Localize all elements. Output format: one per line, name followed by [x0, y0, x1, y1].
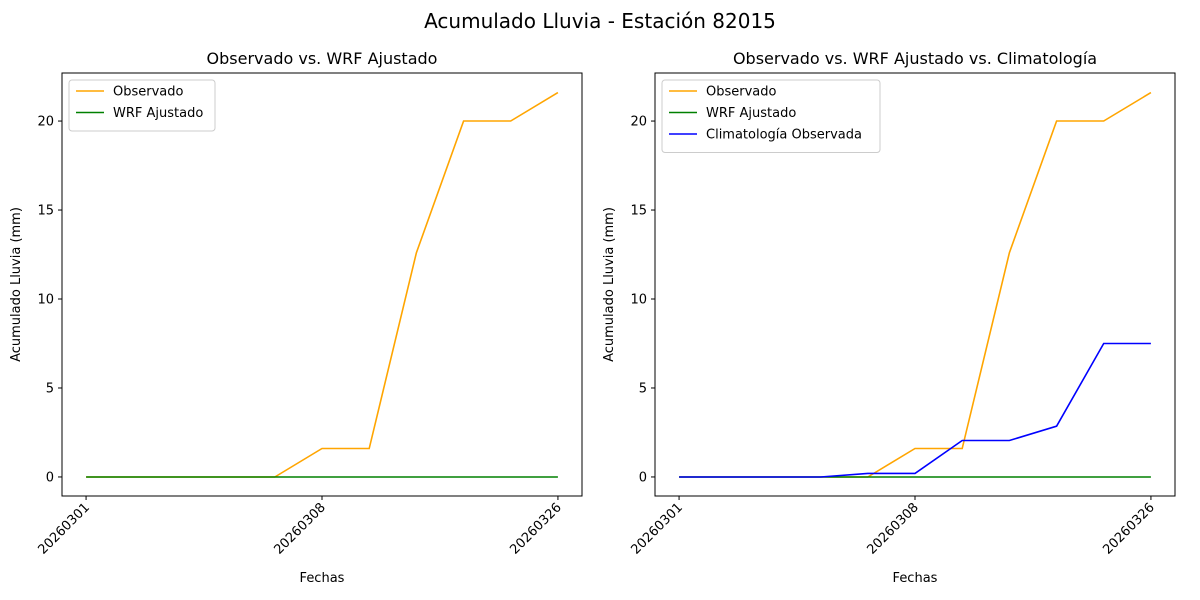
legend-label: Observado	[113, 85, 184, 100]
y-axis-label: Acumulado Lluvia (mm)	[9, 207, 24, 362]
x-axis-label: Fechas	[893, 571, 938, 586]
x-tick-label: 20260308	[271, 500, 328, 557]
series-line-observado	[86, 91, 559, 478]
legend-frame	[661, 79, 881, 153]
x-axis-label: Fechas	[300, 571, 345, 586]
legend-label: Observado	[706, 85, 777, 100]
x-tick-label: 20260326	[1100, 500, 1157, 557]
y-tick-label: 5	[639, 381, 647, 396]
y-tick-label: 20	[37, 115, 54, 130]
series-line-climatolog-a-observada	[679, 342, 1151, 478]
y-tick-label: 10	[630, 293, 647, 308]
subplot-1: Observado vs. WRF Ajustado 0 5 10 15 20 202603…	[9, 49, 583, 586]
legend: Observado WRF Ajustado Climatología Observ…	[661, 79, 881, 153]
legend-label: WRF Ajustado	[113, 106, 203, 121]
subplot-title: Observado vs. WRF Ajustado vs. Climatolo…	[733, 49, 1097, 68]
legend-frame	[68, 79, 216, 132]
figure-title: Acumulado Lluvia - Estación 82015	[424, 9, 776, 33]
legend: Observado WRF Ajustado	[68, 79, 216, 132]
y-tick-label: 5	[46, 381, 54, 396]
x-tick-label: 20260326	[507, 500, 564, 557]
y-tick-label: 10	[37, 293, 54, 308]
y-axis-label: Acumulado Lluvia (mm)	[602, 207, 617, 362]
y-tick-label: 0	[46, 470, 54, 485]
x-tick-label: 20260301	[628, 500, 685, 557]
legend-label: WRF Ajustado	[706, 106, 796, 121]
subplot-2: Observado vs. WRF Ajustado vs. Climatolo…	[602, 49, 1176, 586]
axes-frame	[61, 72, 583, 497]
y-tick-label: 15	[630, 204, 647, 219]
y-tick-label: 20	[630, 115, 647, 130]
x-tick-label: 20260301	[35, 500, 92, 557]
legend-label: Climatología Observada	[706, 128, 862, 143]
x-tick-label: 20260308	[864, 500, 921, 557]
y-tick-label: 0	[639, 470, 647, 485]
subplot-title: Observado vs. WRF Ajustado	[207, 49, 438, 68]
y-tick-label: 15	[37, 204, 54, 219]
